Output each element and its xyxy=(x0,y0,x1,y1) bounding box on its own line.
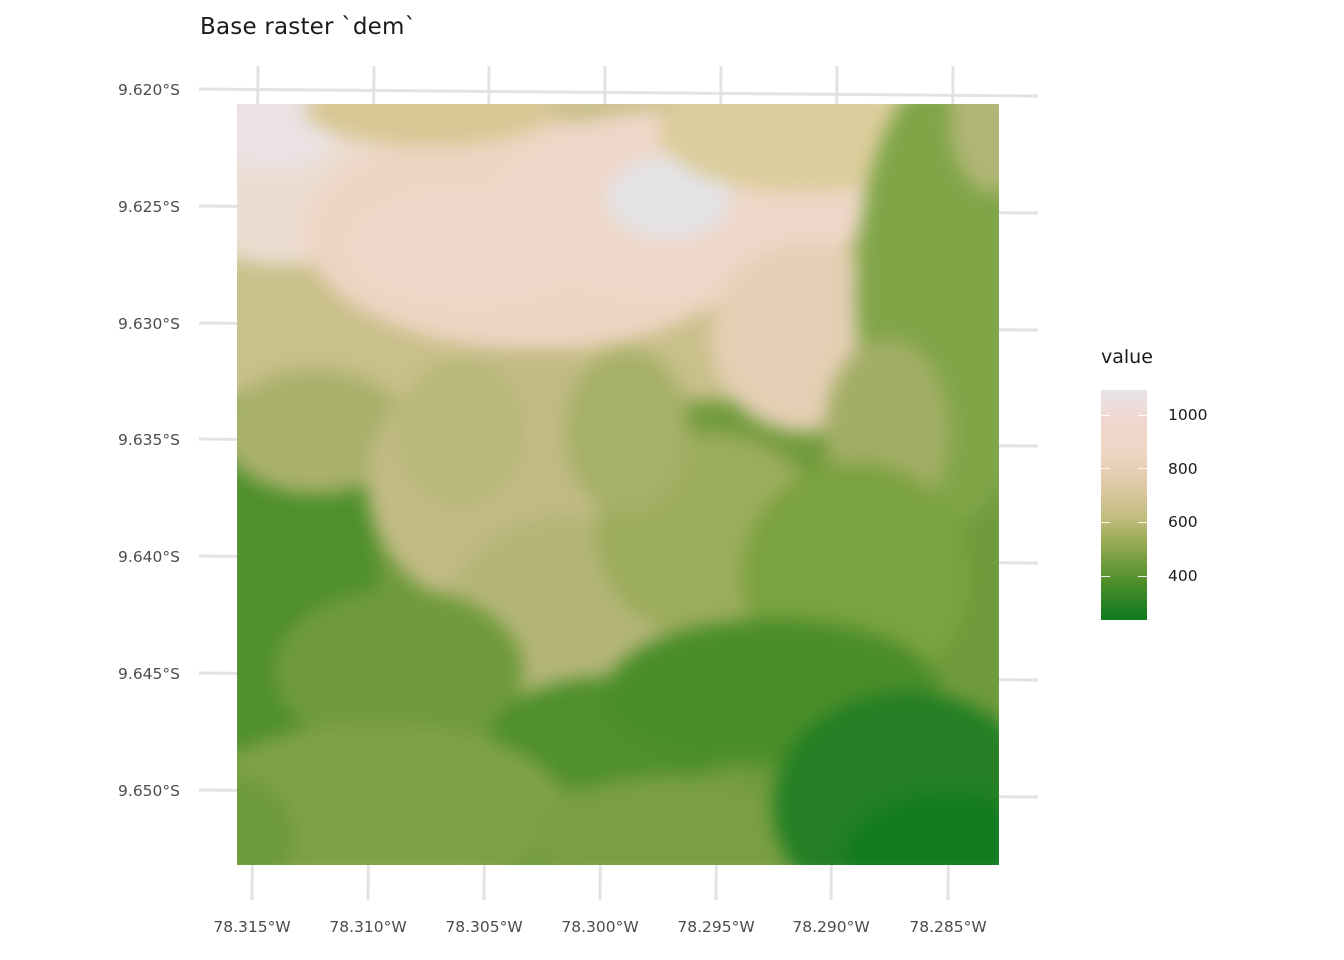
legend-label: 1000 xyxy=(1168,406,1208,424)
legend-tick-mark xyxy=(1138,468,1147,469)
x-tick-label: 78.290°W xyxy=(792,918,870,936)
legend-tick-mark xyxy=(1138,522,1147,523)
legend-tick-mark xyxy=(1101,468,1110,469)
legend-tick-mark xyxy=(1101,522,1110,523)
y-tick-label: 9.635°S xyxy=(118,431,180,449)
legend-label: 600 xyxy=(1168,513,1198,531)
graticule-lat-line xyxy=(198,87,1039,98)
dem-raster xyxy=(237,104,999,865)
y-tick-label: 9.645°S xyxy=(118,665,180,683)
y-tick-label: 9.625°S xyxy=(118,198,180,216)
x-tick-label: 78.295°W xyxy=(677,918,755,936)
y-tick-label: 9.630°S xyxy=(118,315,180,333)
x-tick-label: 78.315°W xyxy=(213,918,291,936)
legend-tick-mark xyxy=(1138,415,1147,416)
legend-ticks: 1000 800 600 400 xyxy=(1101,390,1207,620)
legend-title: value xyxy=(1101,346,1153,368)
color-legend: value 1000 800 600 400 xyxy=(1101,346,1207,620)
legend-tick-mark xyxy=(1138,576,1147,577)
legend-tick-mark xyxy=(1101,576,1110,577)
legend-label: 400 xyxy=(1168,567,1198,585)
y-tick-label: 9.640°S xyxy=(118,548,180,566)
x-tick-label: 78.285°W xyxy=(909,918,987,936)
x-tick-label: 78.300°W xyxy=(561,918,639,936)
x-tick-label: 78.310°W xyxy=(329,918,407,936)
legend-label: 800 xyxy=(1168,460,1198,478)
x-tick-label: 78.305°W xyxy=(445,918,523,936)
y-tick-label: 9.620°S xyxy=(118,81,180,99)
plot-title: Base raster `dem` xyxy=(200,14,417,40)
legend-tick-mark xyxy=(1101,415,1110,416)
y-tick-label: 9.650°S xyxy=(118,782,180,800)
legend-colorbar xyxy=(1101,390,1147,620)
